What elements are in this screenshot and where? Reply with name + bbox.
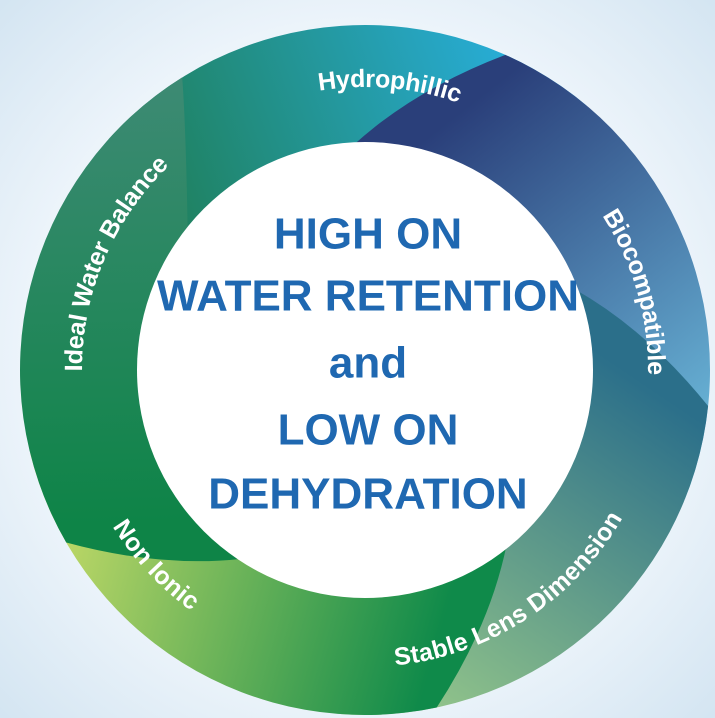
ring-segment bbox=[19, 77, 243, 562]
center-text: HIGH ON WATER RETENTION and LOW ON DEHYDRATI… bbox=[157, 210, 579, 519]
center-line: HIGH ON bbox=[274, 210, 462, 259]
center-line: WATER RETENTION bbox=[157, 272, 579, 321]
center-line: DEHYDRATION bbox=[208, 470, 527, 519]
ring bbox=[19, 25, 711, 716]
center-disc bbox=[137, 142, 593, 598]
center-line: LOW ON bbox=[278, 406, 459, 455]
center-line: and bbox=[329, 339, 407, 388]
